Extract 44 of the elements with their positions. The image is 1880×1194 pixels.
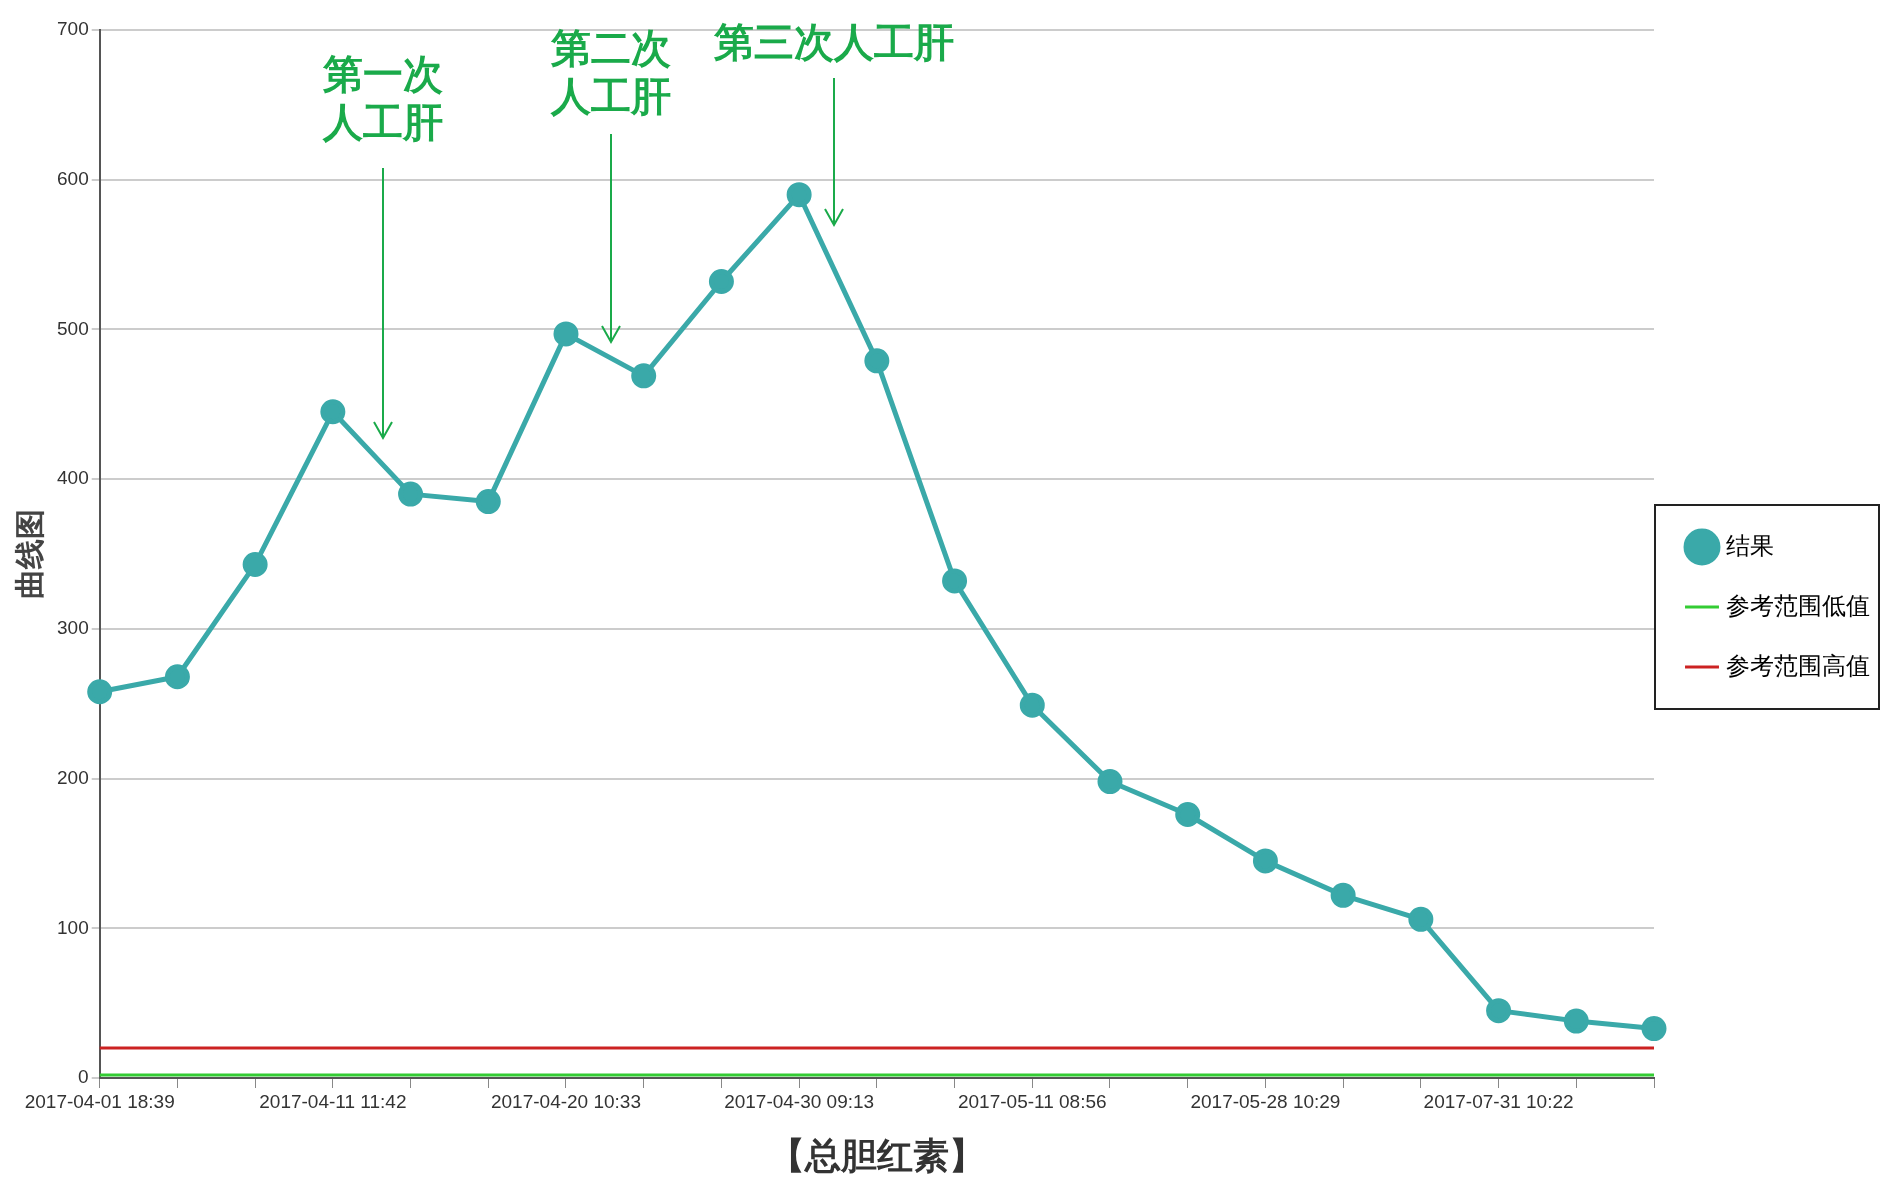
x-axis-title: 【总胆红素】 xyxy=(768,1135,985,1177)
point xyxy=(864,348,890,374)
point xyxy=(1641,1016,1667,1042)
y-tick-label: 400 xyxy=(57,467,89,489)
x-tick-label: 2017-04-01 18:39 xyxy=(24,1090,175,1112)
annotation: 第二次人工肝 xyxy=(549,24,673,120)
annotation: 第一次人工肝 xyxy=(321,50,445,146)
x-tick-label: 2017-07-31 10:22 xyxy=(1423,1090,1574,1112)
legend-label: 参考范围高值 xyxy=(1726,651,1870,679)
point xyxy=(942,568,968,594)
point xyxy=(1175,802,1201,827)
point xyxy=(164,664,190,690)
y-tick-label: 300 xyxy=(57,617,89,639)
legend-label: 结果 xyxy=(1726,531,1774,559)
point xyxy=(398,481,424,507)
point xyxy=(708,269,734,295)
point xyxy=(1486,998,1512,1024)
y-tick-label: 700 xyxy=(57,18,89,40)
y-tick-label: 200 xyxy=(57,766,89,788)
point xyxy=(631,363,657,389)
x-tick-label: 2017-04-30 09:13 xyxy=(724,1090,875,1112)
point xyxy=(553,321,579,347)
x-tick-label: 2017-04-20 10:33 xyxy=(490,1090,641,1112)
x-tick-label: 2017-05-28 10:29 xyxy=(1190,1090,1341,1112)
point xyxy=(1563,1008,1589,1034)
point xyxy=(475,489,501,515)
point xyxy=(320,399,346,425)
y-axis-title: 曲线图 xyxy=(13,509,47,599)
y-tick-label: 100 xyxy=(57,916,89,938)
legend-label: 参考范围低值 xyxy=(1726,591,1870,619)
point xyxy=(786,182,812,208)
point xyxy=(1330,882,1356,908)
y-tick-label: 500 xyxy=(57,317,89,339)
x-tick-label: 2017-05-11 08:56 xyxy=(957,1090,1107,1112)
x-tick-label: 2017-04-11 11:42 xyxy=(259,1090,407,1112)
annotation: 第三次人工肝 xyxy=(713,18,956,66)
y-tick-label: 0 xyxy=(78,1066,89,1088)
point xyxy=(87,679,113,705)
point xyxy=(242,551,268,577)
point xyxy=(1252,848,1278,874)
y-tick-label: 600 xyxy=(57,167,89,189)
point xyxy=(1408,906,1434,932)
point xyxy=(1019,692,1045,718)
point xyxy=(1097,769,1123,795)
